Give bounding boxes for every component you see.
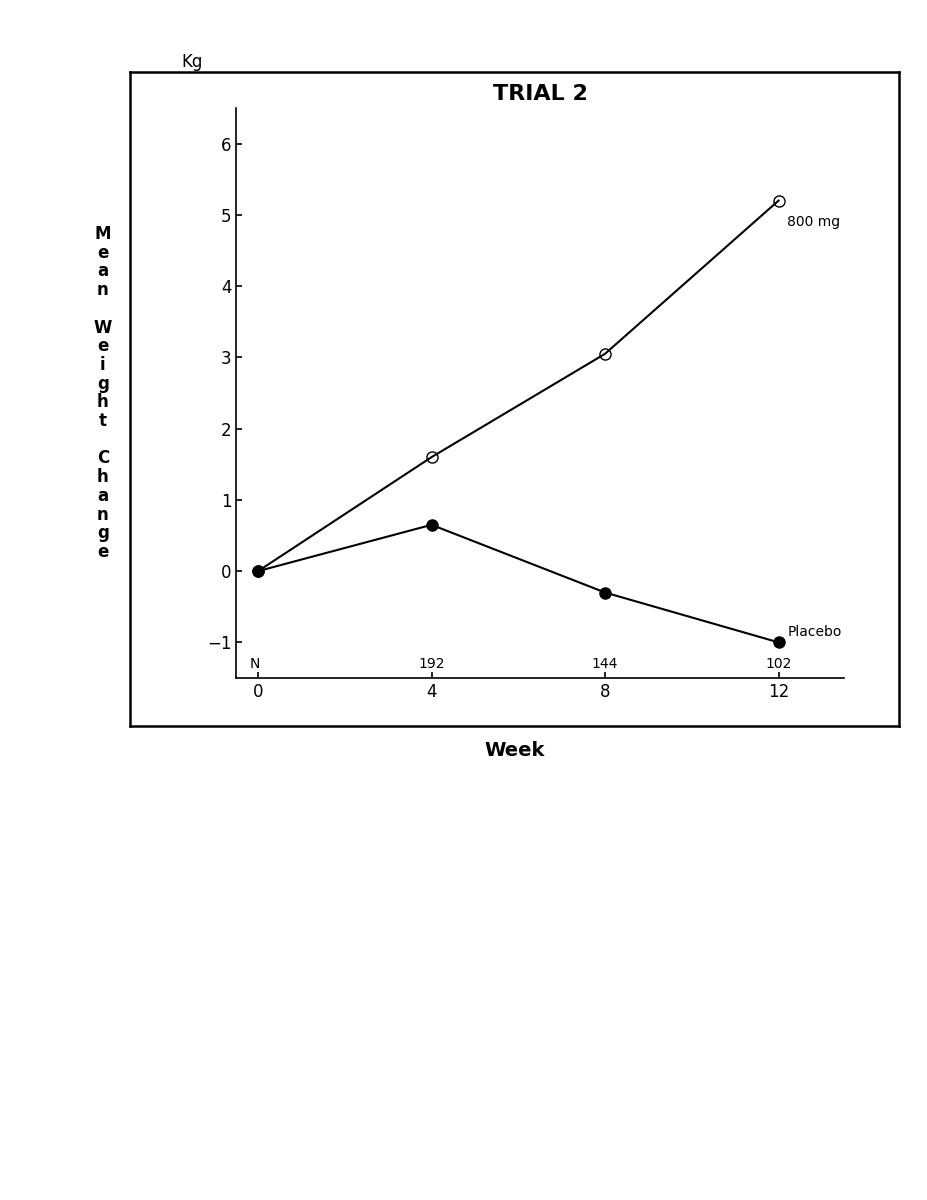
Text: Kg: Kg bbox=[182, 53, 203, 71]
Title: TRIAL 2: TRIAL 2 bbox=[492, 84, 588, 103]
Text: 144: 144 bbox=[591, 656, 618, 671]
Text: 102: 102 bbox=[766, 656, 792, 671]
Text: 800 mg: 800 mg bbox=[787, 215, 840, 229]
Text: Placebo: Placebo bbox=[787, 625, 842, 638]
Text: M
e
a
n

W
e
i
g
h
t

C
h
a
n
g
e: M e a n W e i g h t C h a n g e bbox=[94, 226, 112, 560]
Text: 192: 192 bbox=[418, 656, 445, 671]
Text: N: N bbox=[249, 656, 260, 671]
Text: Week: Week bbox=[484, 740, 545, 760]
